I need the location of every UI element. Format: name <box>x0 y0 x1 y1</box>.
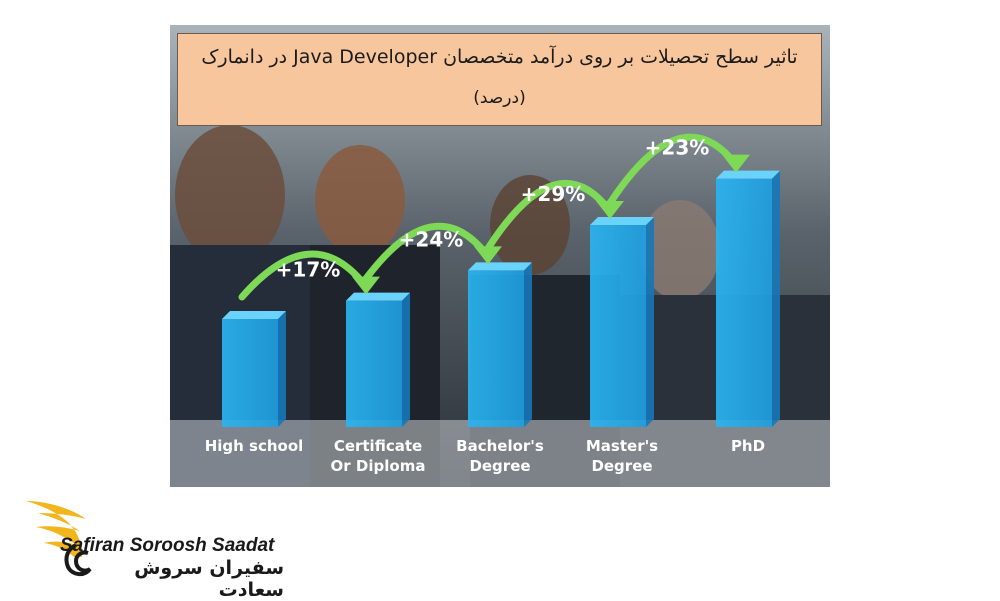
bar <box>222 311 286 427</box>
x-tick-label: High school <box>205 437 304 455</box>
growth-arrow <box>362 222 502 283</box>
bar-chart: High school Certificate Or Diploma Bachelor… <box>205 133 780 475</box>
x-tick-label: Master's Degree <box>586 437 658 475</box>
x-tick-label: Bachelor's Degree <box>456 437 544 475</box>
growth-label: +17% <box>276 258 341 282</box>
bar <box>468 262 532 427</box>
brand-name-persian: سفیران سروش سعادت <box>134 557 284 601</box>
growth-arrow <box>484 180 624 252</box>
bar <box>346 292 410 427</box>
x-tick-label: PhD <box>731 437 765 455</box>
growth-arrow <box>606 133 750 207</box>
wing-logo-icon <box>26 501 92 576</box>
growth-label: +24% <box>399 227 464 251</box>
brand-logo: Safiran Soroosh Saadat سفیران سروش سعادت <box>24 497 284 601</box>
bar <box>716 170 780 427</box>
chart-panel: تاثیر سطح تحصیلات بر روی درآمد متخصصان J… <box>170 25 830 487</box>
chart-title-box: تاثیر سطح تحصیلات بر روی درآمد متخصصان J… <box>177 33 822 126</box>
bar <box>590 217 654 427</box>
growth-label: +29% <box>521 182 586 206</box>
x-tick-label: Certificate Or Diploma <box>331 437 426 475</box>
chart-subtitle: (درصد) <box>473 88 526 108</box>
chart-title: تاثیر سطح تحصیلات بر روی درآمد متخصصان J… <box>201 46 798 68</box>
brand-name-english: Safiran Soroosh Saadat <box>60 535 275 556</box>
growth-label: +23% <box>645 136 710 160</box>
growth-arrow <box>238 250 380 301</box>
